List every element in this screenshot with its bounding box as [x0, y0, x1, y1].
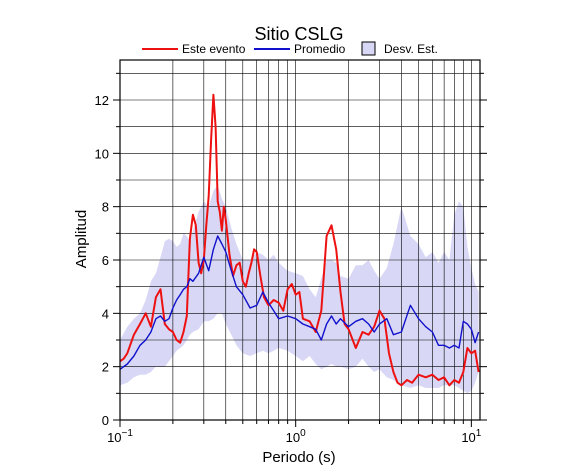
- y-tick-label: 0: [102, 413, 109, 428]
- std-band: [120, 185, 479, 394]
- event-line: [119, 93, 480, 387]
- legend-mean-label: Promedio: [294, 42, 346, 56]
- y-tick-label: 10: [95, 146, 109, 161]
- y-tick-label: 6: [102, 253, 109, 268]
- mean-line: [119, 235, 480, 370]
- x-tick-label: 10−1: [107, 428, 133, 445]
- chart-title: Sitio CSLG: [254, 24, 343, 44]
- legend-std-label: Desv. Est.: [384, 42, 438, 56]
- y-tick-label: 12: [95, 93, 109, 108]
- y-tick-label: 8: [102, 200, 109, 215]
- y-tick-label: 2: [102, 360, 109, 375]
- legend-std-swatch: [361, 41, 376, 56]
- legend-event-label: Este evento: [182, 42, 246, 56]
- y-tick-label: 4: [102, 306, 109, 321]
- plot-area: 0 2 4 6 8 10 12 10−1 100 101: [95, 59, 487, 445]
- x-tick-label: 100: [286, 428, 306, 445]
- grid: [119, 60, 480, 421]
- x-tick-label: 101: [461, 428, 481, 445]
- plot-frame: [119, 59, 481, 421]
- legend: Este evento Promedio Desv. Est.: [142, 41, 438, 56]
- y-axis-label: Amplitud: [73, 210, 90, 268]
- x-axis-label: Periodo (s): [262, 449, 335, 466]
